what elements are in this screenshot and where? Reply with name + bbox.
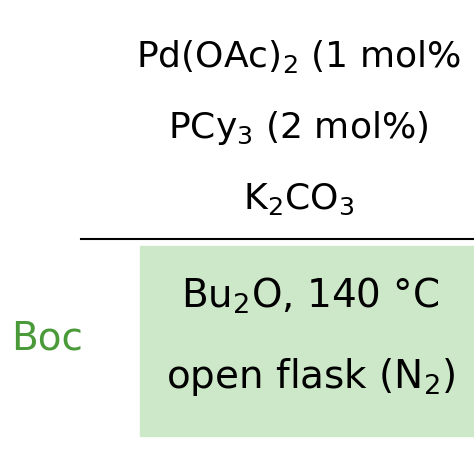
FancyBboxPatch shape xyxy=(140,246,474,436)
Text: Boc: Boc xyxy=(11,320,83,358)
Text: Pd(OAc)$_2$ (1 mol%: Pd(OAc)$_2$ (1 mol% xyxy=(136,38,461,75)
Text: Bu$_2$O, 140 °C: Bu$_2$O, 140 °C xyxy=(181,276,440,317)
Text: PCy$_3$ (2 mol%): PCy$_3$ (2 mol%) xyxy=(168,109,429,147)
Text: K$_2$CO$_3$: K$_2$CO$_3$ xyxy=(243,182,354,217)
Text: open flask (N$_2$): open flask (N$_2$) xyxy=(166,356,455,398)
